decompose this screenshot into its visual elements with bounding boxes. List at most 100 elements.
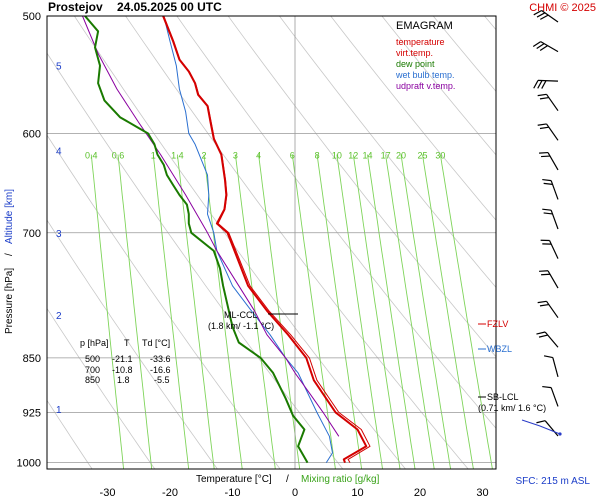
pressure-tick-label: 850 — [23, 353, 41, 365]
table-cell: -33.6 — [150, 354, 171, 364]
temperature-tick-label: 30 — [476, 487, 488, 499]
barb-flag — [537, 80, 543, 89]
barb-flag — [536, 12, 546, 18]
barb-staff — [540, 41, 559, 53]
y-axis-title-altitude: Altitude [km] — [4, 189, 15, 244]
temperature-tick-label: -30 — [100, 487, 116, 499]
mixing-ratio-line — [400, 154, 452, 469]
sb-lcl-value: (0.71 km/ 1.6 °C) — [478, 403, 546, 413]
dry-adiabat — [330, 16, 496, 221]
barb-flag — [541, 273, 551, 276]
barb-flag — [543, 355, 553, 359]
barb-flag — [538, 334, 548, 338]
barb-flag — [540, 14, 549, 20]
sb-lcl-title: SB-LCL — [487, 392, 519, 402]
wbzl-label: WBZL — [487, 344, 512, 354]
mixing-ratio-label: 8 — [315, 151, 320, 161]
barb-staff — [544, 420, 559, 437]
wind-barb — [533, 79, 559, 89]
barb-flag — [533, 80, 539, 89]
series-dew-point-line — [84, 16, 309, 464]
dry-adiabat — [381, 16, 496, 156]
fzlv-annotation: FZLV — [478, 319, 508, 329]
barb-flag — [539, 97, 549, 100]
barb-staff — [547, 270, 559, 289]
barb-flag — [532, 41, 542, 48]
mixing-ratio-line — [439, 154, 493, 469]
pressure-tick-label: 700 — [23, 228, 41, 240]
barb-flag — [537, 123, 547, 126]
mixing-ratio-label: 6 — [290, 151, 295, 161]
altitude-tick-label: 5 — [56, 62, 62, 73]
plot-frame — [46, 15, 497, 470]
wind-barb — [543, 355, 559, 378]
y-axis-separator: / — [4, 253, 15, 256]
mixing-ratio-line — [291, 154, 336, 469]
mixing-ratio-line — [258, 154, 301, 469]
mixing-ratio-line — [316, 154, 363, 469]
legend-title: EMAGRAM — [396, 20, 453, 32]
dry-adiabat — [47, 307, 156, 469]
wind-barb — [536, 420, 559, 437]
x-axis-separator: / — [286, 474, 289, 485]
mixing-ratio-label: 1 — [151, 151, 156, 161]
ml-ccl-value: (1.8 km/ -1.1 °C) — [208, 321, 274, 331]
mixing-ratio-label: 20 — [396, 151, 406, 161]
temperature-tick-label: -10 — [225, 487, 241, 499]
x-axis-title-mixing: Mixing ratio [g/kg] — [301, 474, 380, 485]
wind-barb — [537, 123, 559, 141]
barb-staff — [537, 79, 559, 82]
ml-ccl-title: ML-CCL — [224, 310, 258, 320]
mixing-ratio-line — [336, 154, 383, 469]
table-cell: 500 — [85, 354, 100, 364]
profile-series — [82, 16, 371, 464]
legend-updraft: udpraft v.temp. — [396, 81, 455, 91]
pressure-tick-label: 600 — [23, 128, 41, 140]
barb-staff — [550, 180, 559, 200]
mixing-ratio-label: 12 — [348, 151, 358, 161]
table-cell: 700 — [85, 365, 100, 375]
sounding-table: p [hPa] T Td [°C] 500 -21.1 -33.6 700 -1… — [80, 338, 171, 385]
barb-flag — [541, 80, 547, 89]
mixing-ratio-label: 1.4 — [171, 151, 184, 161]
fzlv-label: FZLV — [487, 319, 508, 329]
barb-staff — [546, 123, 559, 141]
wind-barb — [542, 178, 559, 200]
hodograph-trace — [521, 419, 561, 435]
mixing-ratio-line — [367, 154, 416, 469]
barb-flag — [539, 45, 548, 52]
mixing-ratio-line — [152, 154, 190, 469]
table-header-t: T — [124, 338, 130, 348]
pressure-tick-label: 500 — [23, 11, 41, 23]
table-cell: 850 — [85, 375, 100, 385]
temperature-tick-label: 10 — [351, 487, 363, 499]
sb-lcl-annotation: SB-LCL (0.71 km/ 1.6 °C) — [478, 392, 546, 413]
barb-flag — [537, 300, 547, 304]
dry-adiabat — [587, 16, 600, 469]
dry-adiabat — [74, 16, 406, 469]
series-udpraft-v-temp-line — [82, 16, 340, 437]
barb-flag — [539, 151, 549, 154]
wind-barb — [540, 239, 559, 259]
barb-flag — [542, 385, 552, 389]
pressure-tick-label: 925 — [23, 407, 41, 419]
barb-staff — [546, 300, 559, 319]
temperature-tick-label: -20 — [162, 487, 178, 499]
mixing-ratio-label: 2 — [201, 151, 206, 161]
wind-barb — [533, 10, 559, 23]
barb-flag — [540, 239, 550, 242]
legend-wet-bulb: wet bulb temp. — [395, 70, 455, 80]
mixing-ratio-lines: 0.4 0.6 1 1.4 2 3 4 6 8 10 12 14 17 20 25 30 — [85, 151, 493, 469]
wind-barb — [542, 385, 559, 407]
table-header-td: Td [°C] — [142, 338, 170, 348]
temperature-tick-label: 20 — [414, 487, 426, 499]
barb-staff — [546, 93, 559, 112]
mixing-ratio-label: 4 — [256, 151, 261, 161]
station-name: Prostejov — [48, 0, 103, 14]
series-temperature-line — [162, 16, 368, 463]
surface-elevation: SFC: 215 m ASL — [516, 476, 591, 487]
mixing-ratio-line — [117, 154, 153, 469]
altitude-tick-label: 3 — [56, 229, 62, 240]
mixing-ratio-line — [176, 154, 215, 469]
